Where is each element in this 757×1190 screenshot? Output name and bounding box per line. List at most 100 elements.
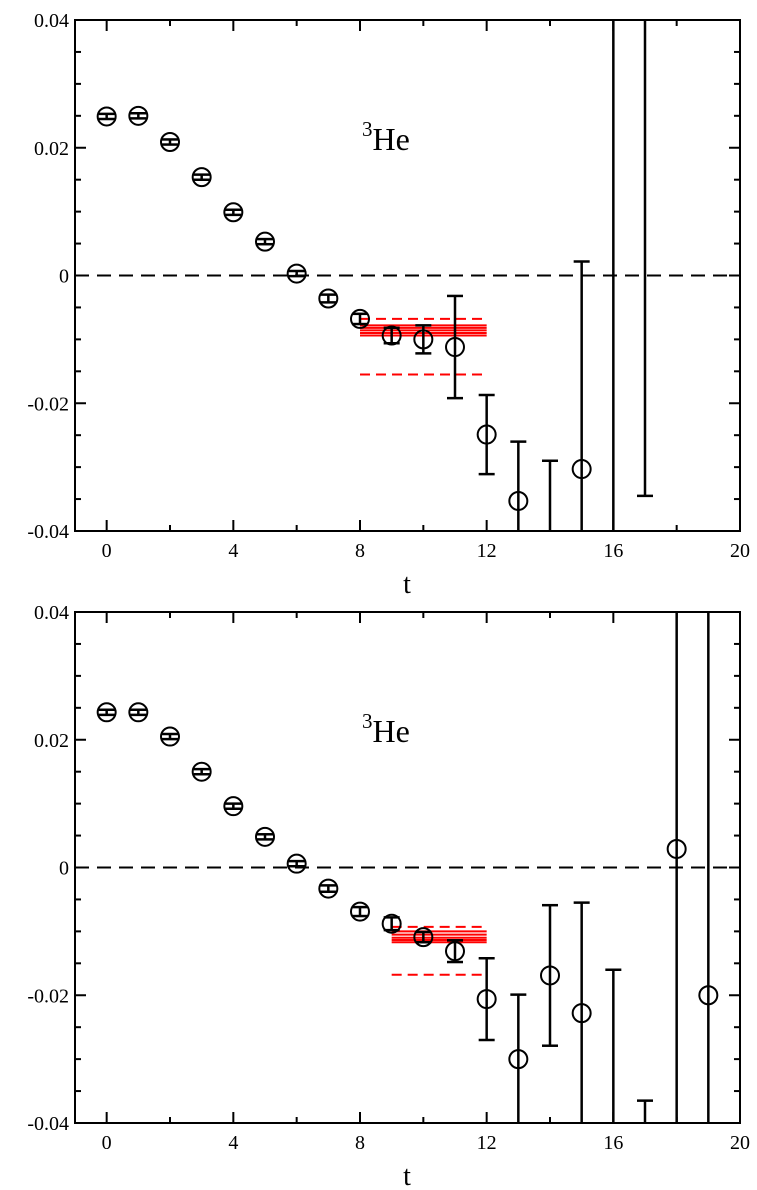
top-data-point (350, 308, 370, 329)
data-marker (508, 1049, 529, 1070)
top-data-point (476, 393, 497, 476)
bottom-panel-marks (75, 612, 740, 1123)
data-marker (571, 1003, 592, 1024)
bottom-y-tick-label: 0.02 (34, 730, 69, 752)
bottom-data-point (381, 913, 402, 934)
data-marker (381, 913, 402, 934)
top-data-point (318, 288, 339, 309)
bottom-y-tick-label: 0 (59, 858, 69, 880)
bottom-x-tick-label: 8 (355, 1132, 365, 1154)
top-x-axis-label: t (403, 569, 411, 600)
top-data-point (96, 106, 117, 127)
data-marker (666, 838, 687, 859)
top-data-point (508, 440, 529, 531)
top-x-tick-label: 20 (730, 540, 750, 562)
top-data-point (128, 105, 149, 126)
data-marker (223, 202, 244, 223)
top-data-point (445, 294, 465, 400)
bottom-tick-marks (75, 611, 741, 1124)
data-marker (318, 288, 339, 309)
bottom-data-point (286, 853, 307, 874)
bottom-y-tick-label: 0.04 (34, 602, 69, 624)
data-marker (350, 308, 370, 329)
top-x-tick-label: 4 (228, 540, 238, 562)
bottom-data-point (445, 939, 465, 964)
bottom-data-point (255, 826, 275, 847)
data-marker (413, 927, 434, 948)
bottom-x-tick-label: 16 (603, 1132, 623, 1154)
data-marker (413, 329, 434, 350)
data-marker (191, 167, 212, 188)
data-marker (476, 989, 497, 1010)
bottom-data-point (160, 726, 180, 747)
bottom-data-point (223, 796, 244, 817)
data-marker (96, 702, 117, 723)
bottom-x-tick-label: 20 (730, 1132, 750, 1154)
data-marker (381, 325, 402, 346)
data-marker (445, 337, 465, 358)
top-tick-marks (75, 19, 741, 532)
bottom-x-tick-label: 0 (102, 1132, 112, 1154)
top-y-tick-label: -0.02 (27, 393, 69, 415)
bottom-data-point (191, 761, 212, 782)
bottom-data-point (666, 612, 687, 1123)
bottom-x-tick-label: 12 (477, 1132, 497, 1154)
bottom-data-point (508, 993, 529, 1123)
data-marker (96, 106, 117, 127)
top-data-point (286, 263, 307, 284)
data-marker (286, 853, 307, 874)
data-marker (286, 263, 307, 284)
bottom-x-axis-label: t (403, 1161, 411, 1190)
top-data-point (255, 231, 275, 252)
bottom-fit (391, 925, 487, 976)
top-data-point (542, 459, 558, 531)
bottom-data-point (350, 901, 370, 922)
top-data-point (413, 324, 434, 355)
bottom-panel: 3He t 0 4 8 12 16 20 -0.04 -0.02 0 0.02 0.04 (27, 602, 750, 1190)
top-x-tick-label: 12 (477, 540, 497, 562)
data-marker (540, 965, 560, 986)
bottom-data-point (476, 956, 497, 1042)
bottom-nucleus-mass-number: 3 (362, 709, 373, 733)
bottom-nucleus-symbol: He (373, 713, 410, 749)
data-marker (255, 231, 275, 252)
data-marker (571, 459, 592, 480)
data-marker (698, 985, 719, 1006)
data-marker (350, 901, 370, 922)
bottom-data-point (318, 878, 339, 899)
top-nucleus-mass-number: 3 (362, 117, 373, 141)
data-marker (128, 105, 149, 126)
top-x-tick-label: 0 (102, 540, 112, 562)
bottom-y-tick-label: -0.04 (27, 1113, 69, 1135)
data-marker (318, 878, 339, 899)
bottom-data-point (413, 927, 434, 948)
top-nucleus-symbol: He (373, 121, 410, 157)
top-x-tick-label: 8 (355, 540, 365, 562)
top-y-tick-label: -0.04 (27, 521, 69, 543)
top-data-point (381, 325, 402, 346)
bottom-data-point (540, 903, 560, 1047)
top-data-point (160, 132, 180, 153)
bottom-data-point (637, 1099, 653, 1123)
data-marker (128, 702, 149, 723)
bottom-data-point (698, 612, 719, 1123)
top-x-tick-label: 16 (603, 540, 623, 562)
bottom-nucleus-label: 3He (362, 709, 410, 749)
bottom-data-point (96, 702, 117, 723)
top-panel: 3He t 0 4 8 12 16 20 -0.04 -0.02 0 0.02 0.04 (27, 10, 750, 600)
data-marker (476, 424, 497, 445)
data-marker (508, 490, 529, 511)
bottom-data-point (128, 702, 149, 723)
top-data-point (571, 260, 592, 531)
top-panel-marks (75, 20, 740, 531)
top-data-point (637, 20, 653, 498)
data-marker (255, 826, 275, 847)
top-nucleus-label: 3He (362, 117, 410, 157)
data-marker (160, 726, 180, 747)
bottom-x-tick-label: 4 (228, 1132, 238, 1154)
top-y-tick-label: 0.04 (34, 10, 69, 32)
data-marker (223, 796, 244, 817)
data-marker (445, 941, 465, 962)
bottom-data-point (571, 901, 592, 1123)
